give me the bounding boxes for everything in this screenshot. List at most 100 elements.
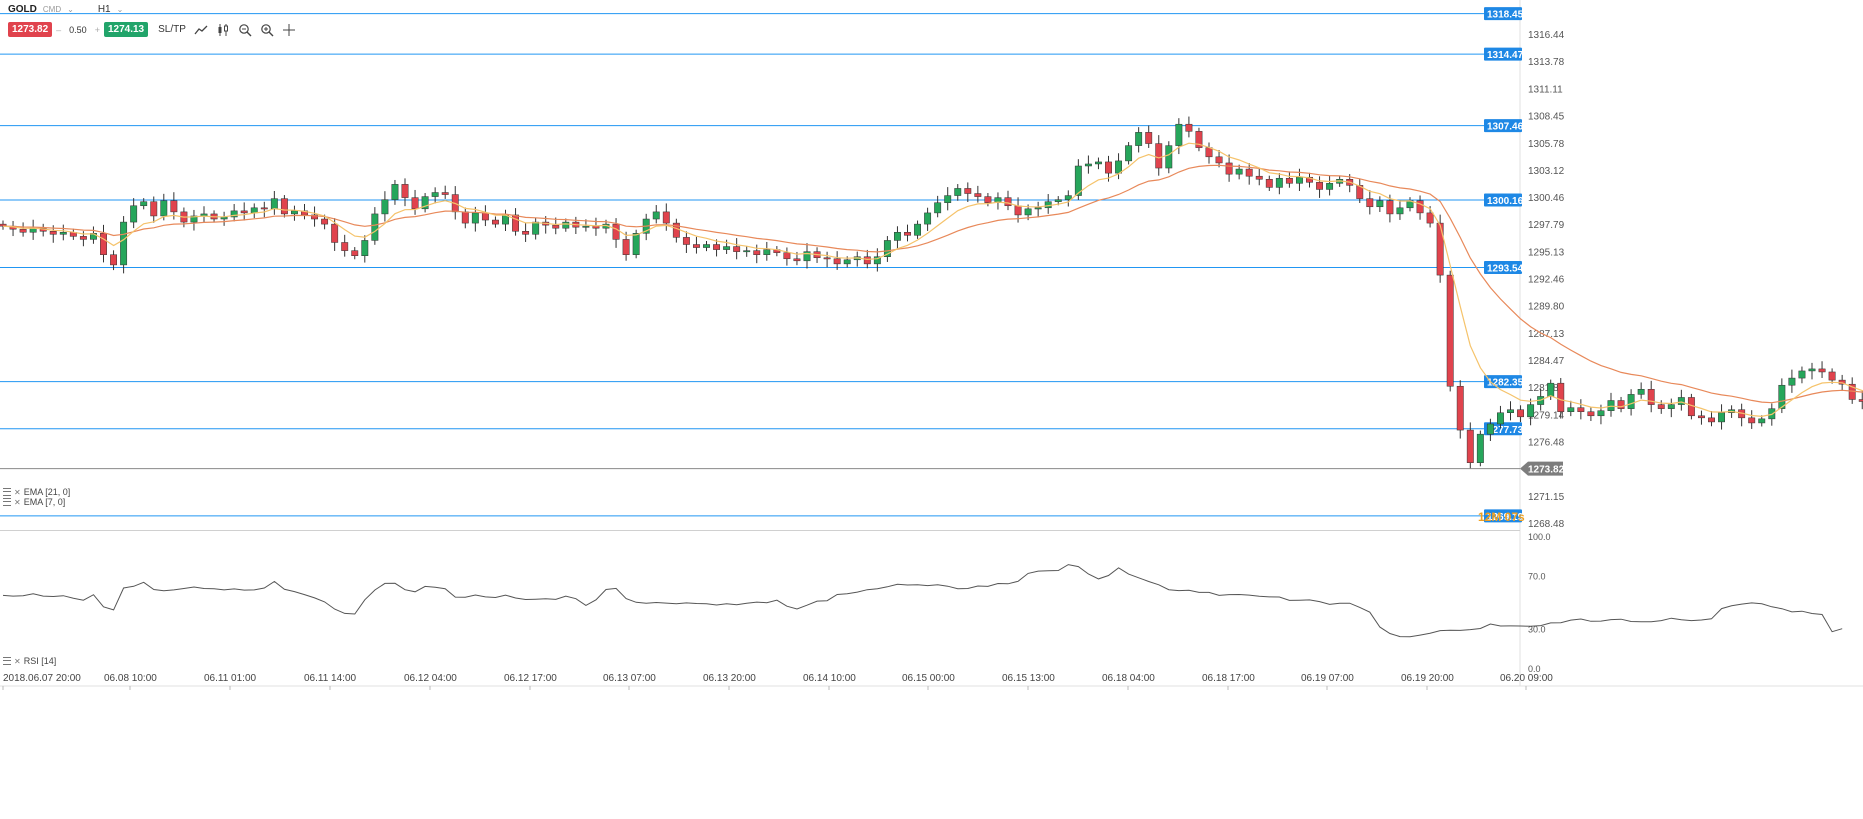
candle-body bbox=[883, 240, 891, 257]
x-tick-label: 06.11 14:00 bbox=[304, 673, 357, 684]
candle-body bbox=[944, 195, 952, 203]
x-tick-label: 06.18 04:00 bbox=[1102, 673, 1155, 684]
rsi-indicator-label[interactable]: ✕ RSI [14] bbox=[3, 656, 56, 666]
candle-body bbox=[1265, 179, 1273, 188]
candle-body bbox=[1034, 207, 1042, 210]
candle-body bbox=[170, 200, 178, 213]
volume-input[interactable]: 0.50 bbox=[69, 24, 87, 35]
candle-body bbox=[371, 213, 379, 241]
level-label: 1314.47 bbox=[1487, 50, 1524, 61]
y-tick-label: 1297.79 bbox=[1528, 220, 1565, 231]
candle-body bbox=[492, 219, 499, 225]
candle-body bbox=[703, 244, 710, 248]
candle-body bbox=[471, 212, 479, 224]
candle-body bbox=[873, 256, 881, 265]
y-tick-label: 1268.48 bbox=[1528, 519, 1565, 530]
candle-body bbox=[1165, 145, 1173, 169]
pane-divider[interactable] bbox=[0, 530, 1520, 531]
candle-body bbox=[401, 184, 409, 198]
y-tick-label: 1287.13 bbox=[1528, 329, 1565, 340]
candle-body bbox=[1135, 132, 1143, 146]
close-icon[interactable]: ✕ bbox=[14, 656, 21, 666]
chevron-down-icon[interactable]: ⌄ bbox=[67, 5, 74, 14]
timeframe-chevron-down-icon[interactable]: ⌄ bbox=[116, 5, 124, 14]
candle-body bbox=[1356, 185, 1364, 199]
candle-body bbox=[1185, 123, 1193, 132]
candle-body bbox=[49, 231, 57, 235]
candle-body bbox=[481, 212, 489, 221]
candle-body bbox=[1426, 212, 1434, 224]
x-tick-label: 06.12 17:00 bbox=[504, 673, 557, 684]
volume-plus-button[interactable]: + bbox=[94, 24, 100, 35]
crosshair-icon[interactable] bbox=[282, 23, 296, 37]
y-tick-label: 1305.78 bbox=[1528, 139, 1565, 150]
candle-body bbox=[321, 218, 329, 225]
ema21-indicator-label[interactable]: ✕ EMA [21, 0] bbox=[3, 487, 70, 497]
menu-icon[interactable] bbox=[3, 498, 11, 506]
candle-body bbox=[833, 258, 841, 265]
rsi-tick-label: 30.0 bbox=[1528, 624, 1546, 634]
candle-body bbox=[1205, 147, 1213, 158]
timeframe-selector[interactable]: H1 bbox=[97, 4, 111, 15]
buy-button[interactable]: 1274.13 bbox=[103, 22, 149, 37]
level-label: 1307.46 bbox=[1487, 122, 1524, 133]
candle-body bbox=[1306, 176, 1313, 183]
sell-button[interactable]: 1273.82 bbox=[8, 22, 53, 37]
candle-body bbox=[934, 202, 942, 214]
candle-body bbox=[1235, 168, 1243, 175]
candle-body bbox=[1677, 397, 1685, 405]
ema7-line bbox=[2, 142, 1863, 418]
candle-body bbox=[1798, 370, 1806, 379]
volume-minus-button[interactable]: – bbox=[56, 24, 62, 35]
candle-body bbox=[1778, 384, 1786, 409]
candle-body bbox=[160, 200, 168, 217]
zoom-in-icon[interactable] bbox=[260, 23, 274, 37]
chart-toolbar: GOLD CMD ⌄ H1 ⌄ 1273.82 – 0.50 + 1274.13… bbox=[0, 0, 340, 40]
symbol-tab[interactable]: GOLD CMD ⌄ H1 ⌄ bbox=[8, 4, 123, 15]
candle-body bbox=[1718, 412, 1725, 423]
candle-body bbox=[532, 221, 540, 235]
candle-body bbox=[280, 198, 288, 215]
candle-body bbox=[803, 251, 811, 262]
candle-body bbox=[240, 210, 248, 214]
candle-body bbox=[1125, 145, 1133, 162]
x-tick-label: 06.13 20:00 bbox=[703, 673, 756, 684]
candle-body bbox=[1476, 433, 1484, 463]
rsi-tick-label: 100.0 bbox=[1528, 532, 1551, 542]
close-icon[interactable]: ✕ bbox=[14, 487, 21, 497]
candle-body bbox=[1657, 404, 1665, 409]
y-tick-label: 1308.45 bbox=[1528, 112, 1565, 123]
candle-body bbox=[341, 242, 349, 251]
candle-body bbox=[1567, 407, 1575, 412]
candle-body bbox=[1436, 222, 1444, 276]
candle-body bbox=[1828, 371, 1836, 381]
candle-body bbox=[1386, 200, 1394, 215]
symbol-name: GOLD bbox=[8, 4, 37, 15]
candle-body bbox=[924, 212, 932, 225]
line-chart-icon[interactable] bbox=[194, 23, 208, 37]
candle-body bbox=[1155, 143, 1163, 169]
candle-body bbox=[843, 259, 851, 265]
candle-body bbox=[1275, 177, 1283, 188]
candle-body bbox=[1486, 423, 1494, 435]
candle-body bbox=[1024, 208, 1032, 216]
candle-body bbox=[1396, 207, 1404, 215]
zoom-out-icon[interactable] bbox=[238, 23, 252, 37]
rsi-tick-label: 0.0 bbox=[1528, 664, 1541, 674]
x-tick-label: 06.18 17:00 bbox=[1202, 673, 1255, 684]
close-icon[interactable]: ✕ bbox=[14, 497, 21, 507]
candle-body bbox=[682, 237, 690, 245]
menu-icon[interactable] bbox=[3, 657, 11, 665]
sltp-button[interactable]: SL/TP bbox=[158, 24, 186, 35]
ema7-indicator-label[interactable]: ✕ EMA [7, 0] bbox=[3, 497, 65, 507]
y-tick-label: 1281.81 bbox=[1528, 383, 1565, 394]
candle-body bbox=[1497, 412, 1504, 425]
candle-body bbox=[250, 207, 258, 214]
candle-body bbox=[522, 231, 530, 235]
candlestick-type-icon[interactable] bbox=[216, 23, 230, 37]
menu-icon[interactable] bbox=[3, 488, 11, 496]
candle-body bbox=[190, 215, 198, 223]
candle-body bbox=[984, 196, 992, 203]
